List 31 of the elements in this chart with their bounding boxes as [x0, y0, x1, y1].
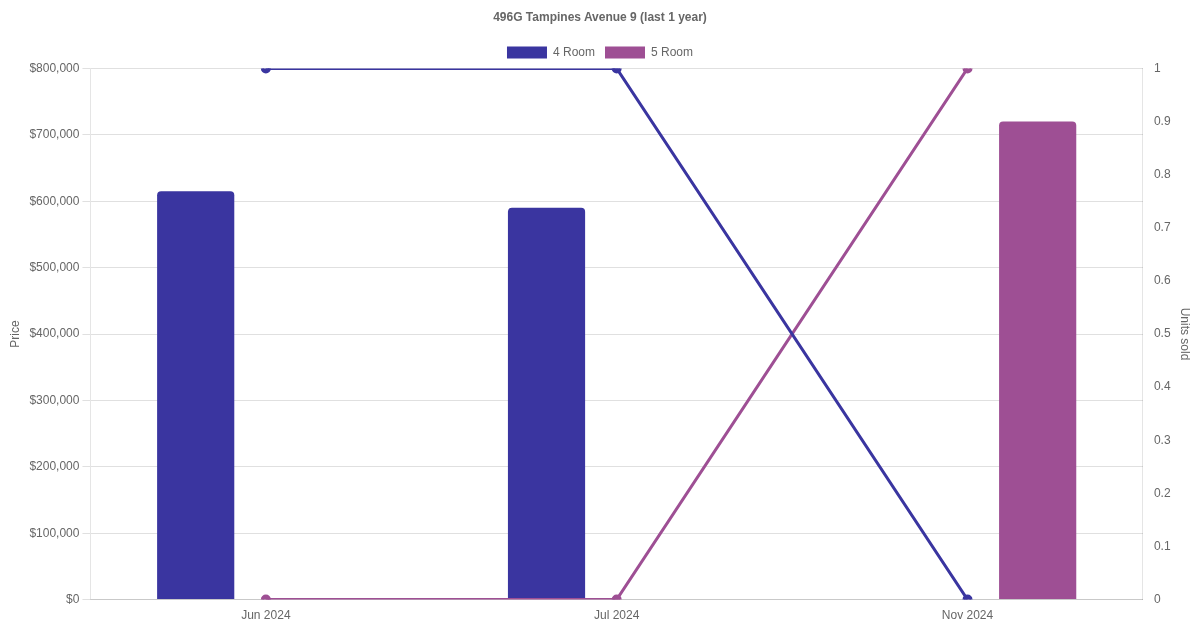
y2-axis-title: Units sold — [1178, 307, 1193, 361]
y-tick-label: $0 — [66, 591, 80, 606]
y2-tick-label: 0.4 — [1153, 379, 1171, 394]
x-tick-label: Nov 2024 — [941, 608, 994, 623]
bar — [999, 121, 1077, 600]
bar — [507, 207, 586, 600]
legend-label: 4 Room — [552, 44, 596, 59]
y-tick-label: $800,000 — [29, 60, 80, 75]
y-tick-label: $700,000 — [29, 127, 80, 142]
y2-tick-label: 0.1 — [1153, 538, 1171, 553]
chart-title: 496G Tampines Avenue 9 (last 1 year) — [493, 9, 707, 24]
y2-tick-label: 0.2 — [1153, 485, 1171, 500]
y2-tick-label: 0.7 — [1153, 220, 1171, 235]
bar — [157, 191, 235, 600]
y2-tick-label: 0.8 — [1153, 166, 1171, 181]
y2-tick-label: 0.5 — [1153, 326, 1171, 341]
y-axis-title: Price — [7, 320, 22, 348]
x-tick-label: Jul 2024 — [594, 608, 640, 623]
legend-label: 5 Room — [651, 44, 694, 59]
y-tick-label: $200,000 — [29, 459, 80, 474]
y2-tick-label: 0.9 — [1153, 113, 1171, 128]
y-tick-label: $100,000 — [29, 525, 80, 540]
y2-tick-label: 1 — [1153, 60, 1161, 75]
x-tick-label: Jun 2024 — [241, 608, 291, 623]
y2-tick-label: 0 — [1153, 591, 1161, 606]
y-tick-label: $400,000 — [29, 326, 80, 341]
y2-tick-label: 0.6 — [1153, 273, 1171, 288]
y2-tick-label: 0.3 — [1153, 432, 1171, 447]
y-tick-label: $600,000 — [29, 193, 80, 208]
y-tick-label: $300,000 — [29, 392, 80, 407]
y-tick-label: $500,000 — [29, 259, 80, 274]
